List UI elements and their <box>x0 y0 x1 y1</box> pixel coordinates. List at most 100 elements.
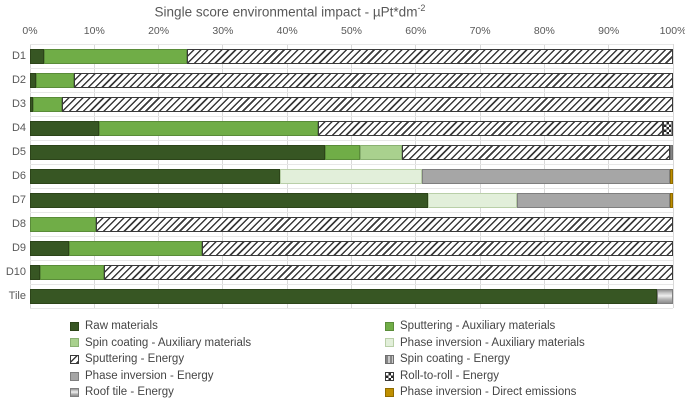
stacked-bar <box>30 144 673 160</box>
legend-swatch-tile_energy <box>70 388 79 398</box>
bar-segment-pi_energy <box>422 168 670 184</box>
legend-item-spin_energy: Spin coating - Energy <box>385 351 585 368</box>
x-tick-label: 90% <box>598 25 620 37</box>
stacked-bar <box>30 72 673 88</box>
x-tick-label: 60% <box>405 25 427 37</box>
legend-label: Spin coating - Auxiliary materials <box>85 336 252 349</box>
legend-label: Phase inversion - Direct emissions <box>400 386 577 399</box>
legend-swatch-pi_direct <box>385 388 394 398</box>
bar-segment-raw <box>30 288 657 304</box>
bar-segment-raw <box>30 120 99 136</box>
bar-segment-sputter_energy <box>186 48 673 64</box>
stacked-bar <box>30 120 673 136</box>
category-label: D3 <box>11 98 26 110</box>
legend-label: Roll-to-roll - Energy <box>400 369 500 382</box>
bar-segment-raw <box>30 192 429 208</box>
horizontal-gridline <box>30 308 673 309</box>
legend-item-pi_energy: Phase inversion - Energy <box>70 368 251 385</box>
legend-column: Raw materials Spin coating - Auxiliary ma… <box>70 318 251 401</box>
bar-segment-pi_direct <box>669 192 673 208</box>
bar-segment-sputter_aux <box>44 48 187 64</box>
bar-row-d5 <box>30 140 673 164</box>
stacked-bar <box>30 264 673 280</box>
x-tick-label: 70% <box>469 25 491 37</box>
legend-item-pi_aux: Phase inversion - Auxiliary materials <box>385 335 585 352</box>
x-tick-label: 80% <box>533 25 555 37</box>
horizontal-gridline <box>30 284 673 285</box>
horizontal-gridline <box>30 116 673 117</box>
bar-segment-spin_aux <box>359 144 403 160</box>
legend-label: Roof tile - Energy <box>85 386 174 399</box>
bar-segment-sputter_energy <box>62 96 673 112</box>
category-label: D5 <box>11 146 26 158</box>
bar-segment-sputter_aux <box>30 216 97 232</box>
stacked-bar <box>30 48 673 64</box>
x-axis: 0% 10% 20% 30% 40% 50% 60% 70% 80% 90% 100% <box>22 25 685 39</box>
bar-segment-sputter_energy <box>201 240 673 256</box>
x-tick-label: 50% <box>340 25 363 37</box>
horizontal-gridline <box>30 92 673 93</box>
x-tick-label: 20% <box>148 25 170 37</box>
horizontal-gridline <box>30 188 673 189</box>
stacked-bar <box>30 240 673 256</box>
bar-segment-pi_direct <box>669 168 673 184</box>
legend-item-spin_aux: Spin coating - Auxiliary materials <box>70 335 251 352</box>
horizontal-gridline <box>30 44 673 45</box>
legend-label: Phase inversion - Energy <box>85 369 214 382</box>
x-tick-label: 0% <box>22 25 38 37</box>
bar-segment-spin_energy <box>669 144 673 160</box>
bar-rows <box>30 44 673 308</box>
legend-label: Spin coating - Energy <box>400 353 510 366</box>
legend-swatch-sputter_aux <box>385 321 394 331</box>
bar-row-d9 <box>30 236 673 260</box>
chart-title: Single score environmental impact - µPt*… <box>0 3 580 20</box>
category-label: D8 <box>11 218 26 230</box>
category-label: D9 <box>11 242 26 254</box>
bar-segment-pi_aux <box>280 168 423 184</box>
legend-label: Sputtering - Energy <box>85 353 185 366</box>
bar-row-d10 <box>30 260 673 284</box>
bar-segment-raw <box>30 264 41 280</box>
bar-segment-sputter_aux <box>36 72 74 88</box>
bar-segment-sputter_energy <box>73 72 673 88</box>
plot-area <box>29 44 674 309</box>
category-label: D6 <box>11 170 26 182</box>
legend-label: Sputtering - Auxiliary materials <box>400 320 556 332</box>
chart-title-superscript: -2 <box>417 3 426 13</box>
legend-item-raw: Raw materials <box>70 318 251 335</box>
stacked-bar <box>30 288 673 304</box>
bar-segment-sputter_aux <box>98 120 319 136</box>
legend-swatch-raw <box>70 321 79 331</box>
category-label: D7 <box>11 194 26 206</box>
bar-segment-sputter_energy <box>96 216 673 232</box>
legend-item-pi_direct: Phase inversion - Direct emissions <box>385 384 585 401</box>
bar-segment-sputter_energy <box>402 144 670 160</box>
bar-row-d7 <box>30 188 673 212</box>
legend-label: Phase inversion - Auxiliary materials <box>400 336 585 349</box>
bar-segment-raw <box>30 96 34 112</box>
legend-swatch-pi_aux <box>385 338 394 348</box>
bar-segment-sputter_energy <box>318 120 664 136</box>
bar-segment-raw <box>30 144 326 160</box>
bar-row-d6 <box>30 164 673 188</box>
legend-item-tile_energy: Roof tile - Energy <box>70 384 251 401</box>
x-tick-label: 100% <box>659 25 685 37</box>
horizontal-gridline <box>30 260 673 261</box>
bar-segment-sputter_aux <box>325 144 360 160</box>
legend-item-sputter_aux: Sputtering - Auxiliary materials <box>385 318 585 335</box>
legend-swatch-spin_energy <box>385 354 394 364</box>
stacked-bar <box>30 96 673 112</box>
bar-row-d1 <box>30 44 673 68</box>
horizontal-gridline <box>30 164 673 165</box>
category-label: D1 <box>11 50 26 62</box>
bar-segment-pi_aux <box>428 192 517 208</box>
horizontal-gridline <box>30 68 673 69</box>
legend-swatch-pi_energy <box>70 371 79 381</box>
category-label: D10 <box>5 266 26 278</box>
category-label: D4 <box>11 122 26 134</box>
bar-segment-raw <box>30 48 45 64</box>
bar-row-tile <box>30 284 673 308</box>
bar-segment-sputter_aux <box>69 240 202 256</box>
x-tick-label: 30% <box>212 25 234 37</box>
